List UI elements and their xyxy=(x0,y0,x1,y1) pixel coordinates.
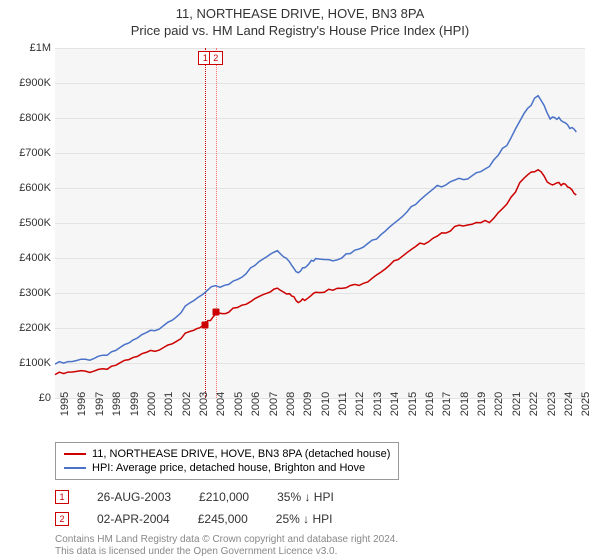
legend-swatch xyxy=(64,453,86,455)
sale-row-1: 1 26-AUG-2003 £210,000 35% ↓ HPI xyxy=(55,490,334,504)
plot-area: 12 £0£100K£200K£300K£400K£500K£600K£700K… xyxy=(55,48,585,398)
legend-label: 11, NORTHEASE DRIVE, HOVE, BN3 8PA (deta… xyxy=(92,448,390,460)
sale-price: £210,000 xyxy=(199,490,249,504)
chart-title: 11, NORTHEASE DRIVE, HOVE, BN3 8PA xyxy=(0,0,600,21)
legend: 11, NORTHEASE DRIVE, HOVE, BN3 8PA (deta… xyxy=(55,442,399,480)
sale-badge: 2 xyxy=(55,512,69,526)
footer-attribution: Contains HM Land Registry data © Crown c… xyxy=(55,534,398,558)
footer-line1: Contains HM Land Registry data © Crown c… xyxy=(55,534,398,546)
sale-delta: 35% ↓ HPI xyxy=(277,490,334,504)
sale-price: £245,000 xyxy=(198,512,248,526)
sale-date: 26-AUG-2003 xyxy=(97,490,171,504)
footer-line2: This data is licensed under the Open Gov… xyxy=(55,546,398,558)
legend-swatch xyxy=(64,467,86,469)
series-lines xyxy=(55,48,585,398)
sale-badge: 1 xyxy=(55,490,69,504)
sale-delta: 25% ↓ HPI xyxy=(276,512,333,526)
chart-container: 11, NORTHEASE DRIVE, HOVE, BN3 8PA Price… xyxy=(0,0,600,560)
chart-subtitle: Price paid vs. HM Land Registry's House … xyxy=(0,21,600,42)
legend-item-property: 11, NORTHEASE DRIVE, HOVE, BN3 8PA (deta… xyxy=(64,447,390,461)
sale-row-2: 2 02-APR-2004 £245,000 25% ↓ HPI xyxy=(55,512,332,526)
sale-date: 02-APR-2004 xyxy=(97,512,170,526)
legend-label: HPI: Average price, detached house, Brig… xyxy=(92,462,365,474)
legend-item-hpi: HPI: Average price, detached house, Brig… xyxy=(64,461,390,475)
